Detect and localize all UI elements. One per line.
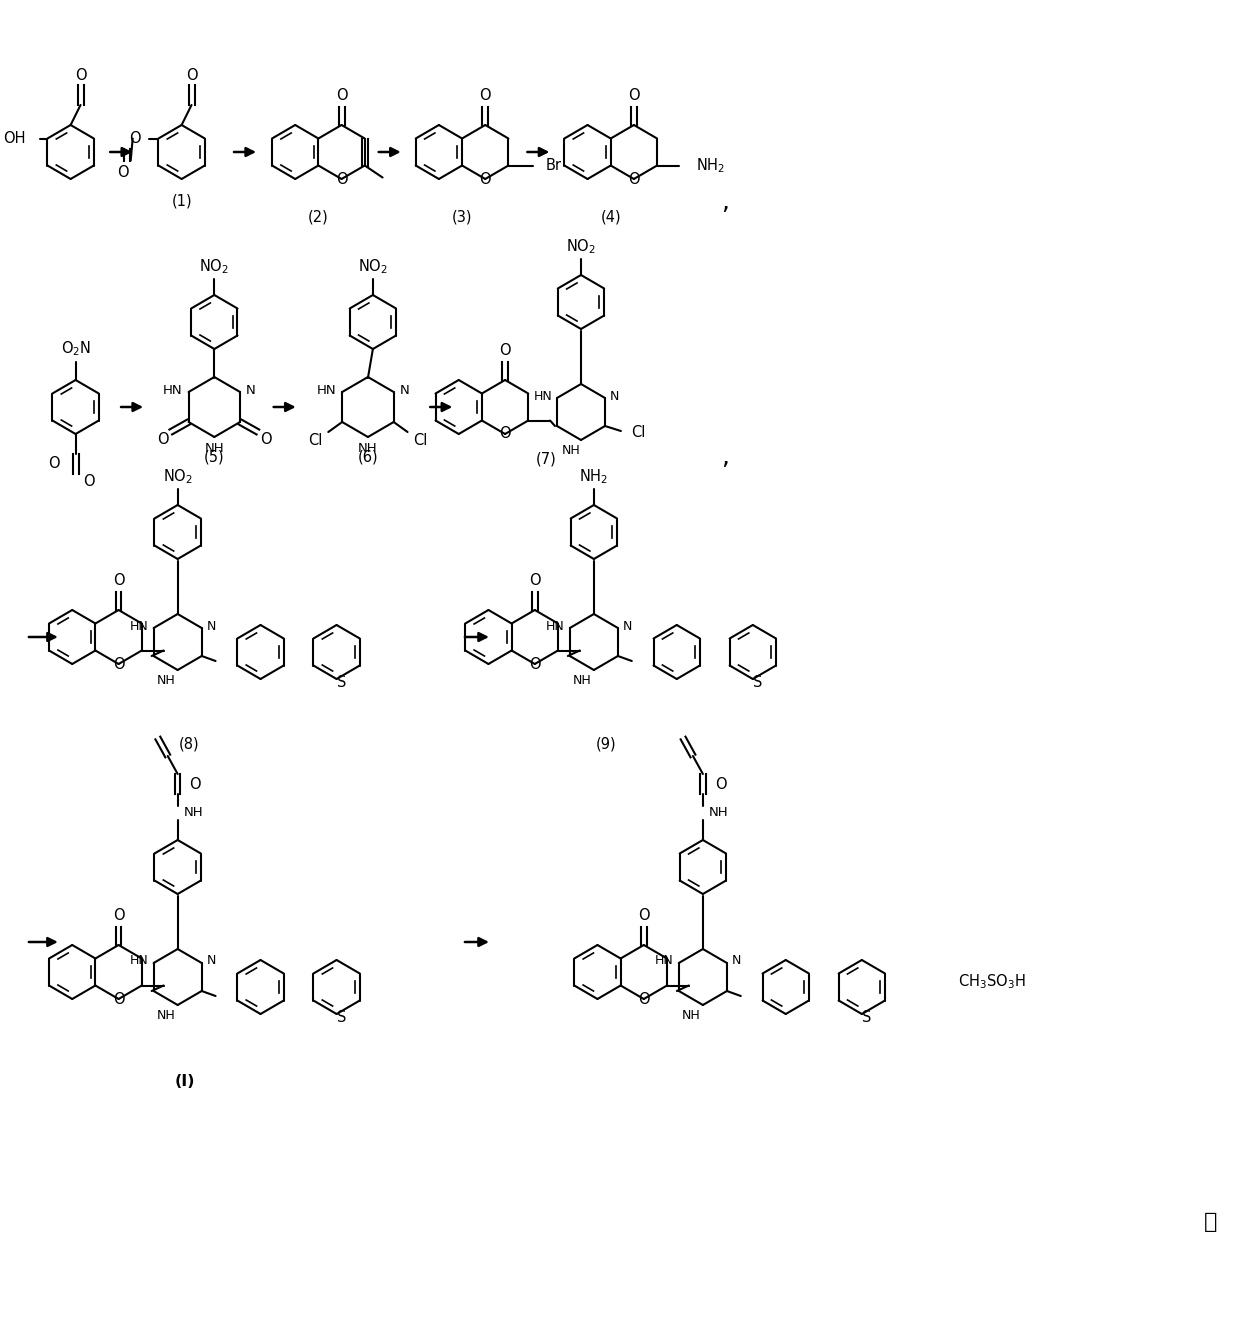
Text: NH: NH bbox=[573, 674, 591, 687]
Text: N: N bbox=[399, 383, 409, 397]
Text: NH$_2$: NH$_2$ bbox=[579, 468, 609, 486]
Text: NO$_2$: NO$_2$ bbox=[358, 258, 388, 276]
Text: O: O bbox=[629, 89, 640, 103]
Text: N: N bbox=[246, 383, 255, 397]
Text: S: S bbox=[753, 674, 763, 690]
Text: N: N bbox=[732, 954, 742, 968]
Text: O: O bbox=[529, 574, 541, 588]
Text: O: O bbox=[629, 172, 640, 186]
Text: O: O bbox=[83, 475, 95, 489]
Text: N: N bbox=[622, 620, 632, 632]
Text: HN: HN bbox=[130, 954, 149, 968]
Text: O$_2$N: O$_2$N bbox=[61, 340, 91, 358]
Text: (6): (6) bbox=[357, 449, 378, 464]
Text: Br: Br bbox=[546, 159, 562, 173]
Text: O: O bbox=[336, 89, 347, 103]
Text: NH: NH bbox=[184, 805, 203, 818]
Text: HN: HN bbox=[533, 390, 552, 402]
Text: ,: , bbox=[720, 446, 729, 469]
Text: O: O bbox=[129, 131, 140, 145]
Text: (2): (2) bbox=[308, 209, 329, 225]
Text: O: O bbox=[260, 431, 272, 447]
Text: O: O bbox=[500, 427, 511, 442]
Text: NH: NH bbox=[205, 442, 224, 455]
Text: HN: HN bbox=[130, 620, 149, 632]
Text: NH$_2$: NH$_2$ bbox=[696, 156, 724, 175]
Text: O: O bbox=[113, 908, 124, 923]
Text: O: O bbox=[117, 165, 129, 180]
Text: O: O bbox=[500, 344, 511, 358]
Text: 。: 。 bbox=[1204, 1212, 1216, 1232]
Text: N: N bbox=[610, 390, 619, 402]
Text: CH$_3$SO$_3$H: CH$_3$SO$_3$H bbox=[957, 973, 1025, 992]
Text: O: O bbox=[480, 89, 491, 103]
Text: (5): (5) bbox=[205, 449, 224, 464]
Text: O: O bbox=[157, 431, 169, 447]
Text: Cl: Cl bbox=[308, 432, 322, 448]
Text: S: S bbox=[862, 1010, 872, 1025]
Text: NO$_2$: NO$_2$ bbox=[565, 238, 596, 256]
Text: NH: NH bbox=[709, 805, 728, 818]
Text: Cl: Cl bbox=[413, 432, 428, 448]
Text: O: O bbox=[639, 992, 650, 1006]
Text: NO$_2$: NO$_2$ bbox=[200, 258, 229, 276]
Text: S: S bbox=[337, 674, 346, 690]
Text: O: O bbox=[639, 908, 650, 923]
Text: (9): (9) bbox=[595, 736, 616, 751]
Text: S: S bbox=[337, 1010, 346, 1025]
Text: NH: NH bbox=[157, 674, 176, 687]
Text: HN: HN bbox=[316, 383, 336, 397]
Text: HN: HN bbox=[162, 383, 182, 397]
Text: O: O bbox=[480, 172, 491, 186]
Text: O: O bbox=[186, 67, 197, 82]
Text: N: N bbox=[207, 954, 216, 968]
Text: (4): (4) bbox=[600, 209, 621, 225]
Text: NH: NH bbox=[682, 1009, 701, 1022]
Text: OH: OH bbox=[4, 131, 26, 145]
Text: O: O bbox=[714, 776, 727, 792]
Text: O: O bbox=[113, 657, 124, 672]
Text: NH: NH bbox=[157, 1009, 176, 1022]
Text: Cl: Cl bbox=[631, 424, 645, 439]
Text: NH: NH bbox=[358, 442, 378, 455]
Text: HN: HN bbox=[655, 954, 673, 968]
Text: O: O bbox=[74, 67, 87, 82]
Text: N: N bbox=[207, 620, 216, 632]
Text: (I): (I) bbox=[175, 1073, 195, 1088]
Text: O: O bbox=[48, 456, 60, 472]
Text: O: O bbox=[113, 574, 124, 588]
Text: (8): (8) bbox=[180, 736, 200, 751]
Text: HN: HN bbox=[546, 620, 565, 632]
Text: O: O bbox=[529, 657, 541, 672]
Text: O: O bbox=[190, 776, 201, 792]
Text: O: O bbox=[336, 172, 347, 186]
Text: (3): (3) bbox=[451, 209, 472, 225]
Text: O: O bbox=[113, 992, 124, 1006]
Text: ,: , bbox=[720, 190, 729, 214]
Text: (7): (7) bbox=[536, 452, 557, 467]
Text: (1): (1) bbox=[171, 193, 192, 209]
Text: NO$_2$: NO$_2$ bbox=[162, 468, 192, 486]
Text: NH: NH bbox=[562, 444, 580, 457]
